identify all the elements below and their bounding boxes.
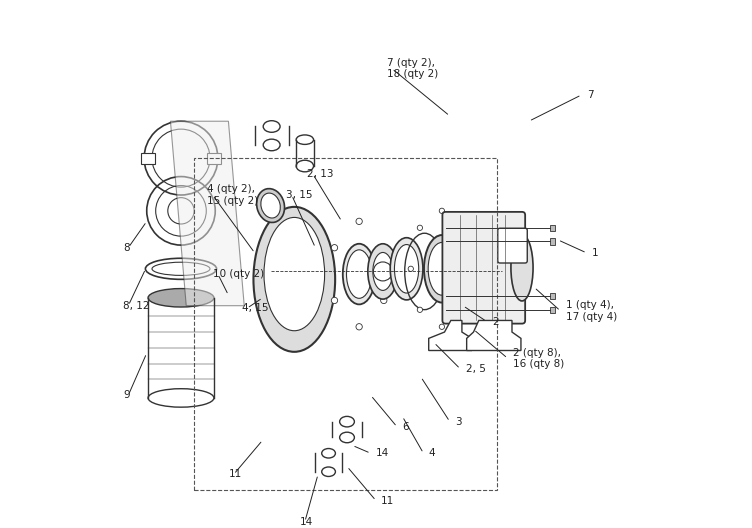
Text: 6: 6: [402, 422, 409, 432]
Polygon shape: [429, 320, 472, 351]
Polygon shape: [171, 121, 244, 306]
Circle shape: [439, 324, 444, 329]
Bar: [550, 307, 555, 313]
Text: 14: 14: [376, 448, 390, 458]
Circle shape: [373, 262, 393, 281]
Text: 14: 14: [299, 517, 313, 527]
Text: 2, 5: 2, 5: [465, 364, 486, 374]
Circle shape: [408, 266, 414, 271]
Ellipse shape: [511, 234, 533, 301]
Bar: [194, 158, 497, 490]
Text: 11: 11: [229, 469, 241, 479]
Bar: [208, 153, 220, 164]
Polygon shape: [467, 320, 521, 351]
Circle shape: [381, 244, 387, 251]
Text: 1: 1: [592, 248, 599, 258]
Text: 4 (qty 2),
15 (qty 2): 4 (qty 2), 15 (qty 2): [208, 184, 259, 206]
Ellipse shape: [395, 244, 419, 293]
Text: 3, 15: 3, 15: [287, 190, 313, 200]
Circle shape: [356, 218, 362, 224]
Ellipse shape: [343, 244, 375, 304]
Text: 8, 12: 8, 12: [123, 301, 150, 310]
Ellipse shape: [253, 207, 335, 352]
Ellipse shape: [428, 242, 456, 295]
Circle shape: [461, 225, 466, 230]
Circle shape: [439, 208, 444, 213]
Ellipse shape: [261, 193, 280, 218]
Circle shape: [332, 297, 338, 304]
Text: 10 (qty 2): 10 (qty 2): [213, 269, 264, 279]
Circle shape: [356, 324, 362, 330]
Circle shape: [381, 297, 387, 304]
Ellipse shape: [373, 252, 393, 290]
Bar: [141, 153, 155, 164]
Circle shape: [461, 307, 466, 313]
Text: 9: 9: [123, 390, 129, 400]
Bar: [550, 238, 555, 244]
Ellipse shape: [256, 188, 284, 222]
Ellipse shape: [264, 218, 325, 331]
Bar: [550, 293, 555, 299]
Ellipse shape: [148, 289, 214, 307]
Text: 7 (qty 2),
18 (qty 2): 7 (qty 2), 18 (qty 2): [387, 58, 438, 79]
FancyBboxPatch shape: [498, 228, 527, 263]
Bar: [550, 224, 555, 231]
Circle shape: [332, 244, 338, 251]
Circle shape: [417, 225, 423, 230]
Ellipse shape: [424, 235, 459, 303]
Circle shape: [417, 307, 423, 313]
Ellipse shape: [368, 244, 398, 299]
Text: 4: 4: [429, 448, 435, 458]
Text: 2 (qty 8),
16 (qty 8): 2 (qty 8), 16 (qty 8): [513, 347, 564, 369]
Text: 8: 8: [123, 243, 129, 253]
Text: 1 (qty 4),
17 (qty 4): 1 (qty 4), 17 (qty 4): [566, 300, 617, 322]
Text: 2, 13: 2, 13: [308, 169, 334, 179]
Text: 11: 11: [381, 496, 395, 506]
Text: 2: 2: [492, 316, 499, 326]
Text: 7: 7: [587, 90, 593, 100]
Ellipse shape: [347, 250, 371, 298]
Ellipse shape: [390, 238, 423, 300]
FancyBboxPatch shape: [442, 212, 525, 324]
Circle shape: [470, 266, 475, 271]
Text: 3: 3: [455, 417, 462, 427]
Text: 4, 15: 4, 15: [241, 303, 268, 313]
